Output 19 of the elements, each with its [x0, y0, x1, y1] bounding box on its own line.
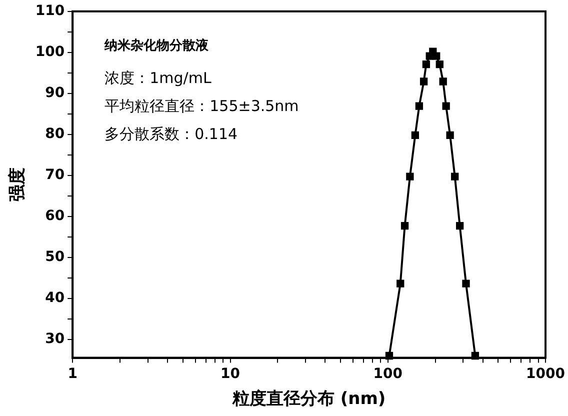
annotation: 纳米杂化物分散液: [104, 37, 210, 54]
y-tick-label: 90: [45, 85, 65, 102]
x-tick-label: 100: [373, 366, 403, 382]
y-tick-label: 80: [45, 126, 65, 142]
x-tick-label: 1000: [526, 366, 566, 382]
y-tick-label: 60: [45, 208, 65, 224]
y-tick-label: 70: [45, 167, 65, 184]
y-axis-title: 强度: [8, 168, 28, 202]
x-axis-title: 粒度直径分布 (nm): [231, 389, 386, 410]
y-tick-label: 110: [35, 3, 65, 20]
y-tick-label: 30: [45, 330, 65, 347]
annotation: 多分散系数：0.114: [104, 124, 238, 143]
y-tick-label: 100: [35, 44, 65, 60]
annotation: 平均粒径直径：155±3.5nm: [104, 96, 299, 115]
y-tick-label: 40: [45, 290, 65, 306]
x-tick-label: 1: [68, 366, 78, 382]
x-tick-label: 10: [220, 366, 240, 382]
y-tick-label: 50: [45, 249, 65, 266]
annotation: 浓度：1mg/mL: [104, 68, 212, 87]
